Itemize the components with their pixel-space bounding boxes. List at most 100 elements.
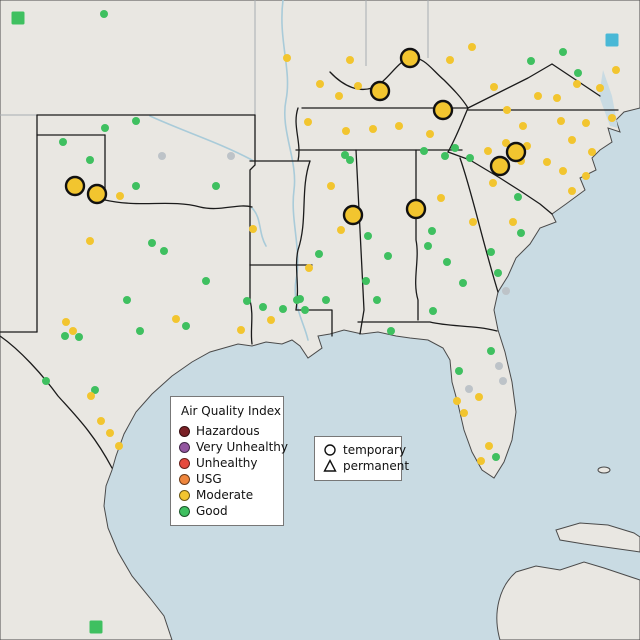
monitor-dot[interactable] bbox=[115, 442, 123, 450]
temporary-monitor-circle[interactable] bbox=[369, 80, 391, 102]
monitor-dot[interactable] bbox=[346, 56, 354, 64]
monitor-dot[interactable] bbox=[487, 248, 495, 256]
monitor-dot[interactable] bbox=[441, 152, 449, 160]
monitor-dot[interactable] bbox=[568, 187, 576, 195]
monitor-dot[interactable] bbox=[158, 152, 166, 160]
monitor-dot[interactable] bbox=[62, 318, 70, 326]
monitor-dot[interactable] bbox=[517, 229, 525, 237]
monitor-dot[interactable] bbox=[502, 139, 510, 147]
monitor-dot[interactable] bbox=[279, 305, 287, 313]
monitor-dot[interactable] bbox=[443, 258, 451, 266]
temporary-monitor-circle[interactable] bbox=[399, 47, 421, 69]
monitor-dot[interactable] bbox=[369, 125, 377, 133]
monitor-dot[interactable] bbox=[475, 393, 483, 401]
monitor-dot[interactable] bbox=[437, 194, 445, 202]
monitor-dot[interactable] bbox=[160, 247, 168, 255]
monitor-dot[interactable] bbox=[534, 92, 542, 100]
monitor-dot[interactable] bbox=[453, 397, 461, 405]
monitor-dot[interactable] bbox=[468, 43, 476, 51]
monitor-dot[interactable] bbox=[172, 315, 180, 323]
monitor-dot[interactable] bbox=[249, 225, 257, 233]
monitor-dot[interactable] bbox=[362, 277, 370, 285]
monitor-dot[interactable] bbox=[519, 122, 527, 130]
monitor-dot[interactable] bbox=[301, 306, 309, 314]
monitor-dot[interactable] bbox=[267, 316, 275, 324]
monitor-dot[interactable] bbox=[373, 296, 381, 304]
monitor-dot[interactable] bbox=[527, 57, 535, 65]
monitor-dot[interactable] bbox=[424, 242, 432, 250]
monitor-dot[interactable] bbox=[466, 154, 474, 162]
monitor-dot[interactable] bbox=[559, 48, 567, 56]
monitor-dot[interactable] bbox=[354, 82, 362, 90]
monitor-dot[interactable] bbox=[100, 10, 108, 18]
monitor-dot[interactable] bbox=[568, 136, 576, 144]
monitor-dot[interactable] bbox=[502, 287, 510, 295]
monitor-dot[interactable] bbox=[123, 296, 131, 304]
monitor-dot[interactable] bbox=[469, 218, 477, 226]
edge-monitor-square[interactable] bbox=[89, 620, 103, 634]
monitor-dot[interactable] bbox=[459, 279, 467, 287]
monitor-dot[interactable] bbox=[237, 326, 245, 334]
monitor-dot[interactable] bbox=[86, 237, 94, 245]
monitor-dot[interactable] bbox=[573, 80, 581, 88]
monitor-dot[interactable] bbox=[212, 182, 220, 190]
monitor-dot[interactable] bbox=[495, 362, 503, 370]
monitor-dot[interactable] bbox=[335, 92, 343, 100]
temporary-monitor-circle[interactable] bbox=[432, 99, 454, 121]
monitor-dot[interactable] bbox=[227, 152, 235, 160]
monitor-dot[interactable] bbox=[315, 250, 323, 258]
monitor-dot[interactable] bbox=[387, 327, 395, 335]
monitor-dot[interactable] bbox=[543, 158, 551, 166]
monitor-dot[interactable] bbox=[426, 130, 434, 138]
monitor-dot[interactable] bbox=[395, 122, 403, 130]
monitor-dot[interactable] bbox=[489, 179, 497, 187]
monitor-dot[interactable] bbox=[106, 429, 114, 437]
monitor-dot[interactable] bbox=[283, 54, 291, 62]
monitor-dot[interactable] bbox=[316, 80, 324, 88]
monitor-dot[interactable] bbox=[582, 172, 590, 180]
monitor-dot[interactable] bbox=[490, 83, 498, 91]
edge-monitor-square[interactable] bbox=[605, 33, 619, 47]
temporary-monitor-circle[interactable] bbox=[64, 175, 86, 197]
monitor-dot[interactable] bbox=[91, 386, 99, 394]
monitor-dot[interactable] bbox=[132, 182, 140, 190]
monitor-dot[interactable] bbox=[346, 156, 354, 164]
monitor-dot[interactable] bbox=[202, 277, 210, 285]
monitor-dot[interactable] bbox=[514, 193, 522, 201]
monitor-dot[interactable] bbox=[305, 264, 313, 272]
temporary-monitor-circle[interactable] bbox=[405, 198, 427, 220]
monitor-dot[interactable] bbox=[484, 147, 492, 155]
monitor-dot[interactable] bbox=[322, 296, 330, 304]
monitor-dot[interactable] bbox=[429, 307, 437, 315]
temporary-monitor-circle[interactable] bbox=[489, 155, 511, 177]
monitor-dot[interactable] bbox=[259, 303, 267, 311]
monitor-dot[interactable] bbox=[420, 147, 428, 155]
monitor-dot[interactable] bbox=[492, 453, 500, 461]
monitor-dot[interactable] bbox=[485, 442, 493, 450]
monitor-dot[interactable] bbox=[182, 322, 190, 330]
monitor-dot[interactable] bbox=[494, 269, 502, 277]
monitor-dot[interactable] bbox=[574, 69, 582, 77]
monitor-dot[interactable] bbox=[553, 94, 561, 102]
monitor-dot[interactable] bbox=[87, 392, 95, 400]
monitor-dot[interactable] bbox=[136, 327, 144, 335]
monitor-dot[interactable] bbox=[342, 127, 350, 135]
monitor-dot[interactable] bbox=[608, 114, 616, 122]
monitor-dot[interactable] bbox=[612, 66, 620, 74]
monitor-dot[interactable] bbox=[451, 144, 459, 152]
monitor-dot[interactable] bbox=[588, 148, 596, 156]
monitor-dot[interactable] bbox=[503, 106, 511, 114]
monitor-dot[interactable] bbox=[327, 182, 335, 190]
monitor-dot[interactable] bbox=[132, 117, 140, 125]
monitor-dot[interactable] bbox=[477, 457, 485, 465]
monitor-dot[interactable] bbox=[557, 117, 565, 125]
edge-monitor-square[interactable] bbox=[11, 11, 25, 25]
temporary-monitor-circle[interactable] bbox=[86, 183, 108, 205]
monitor-dot[interactable] bbox=[243, 297, 251, 305]
monitor-dot[interactable] bbox=[384, 252, 392, 260]
monitor-dot[interactable] bbox=[69, 327, 77, 335]
monitor-dot[interactable] bbox=[42, 377, 50, 385]
monitor-dot[interactable] bbox=[465, 385, 473, 393]
monitor-dot[interactable] bbox=[59, 138, 67, 146]
